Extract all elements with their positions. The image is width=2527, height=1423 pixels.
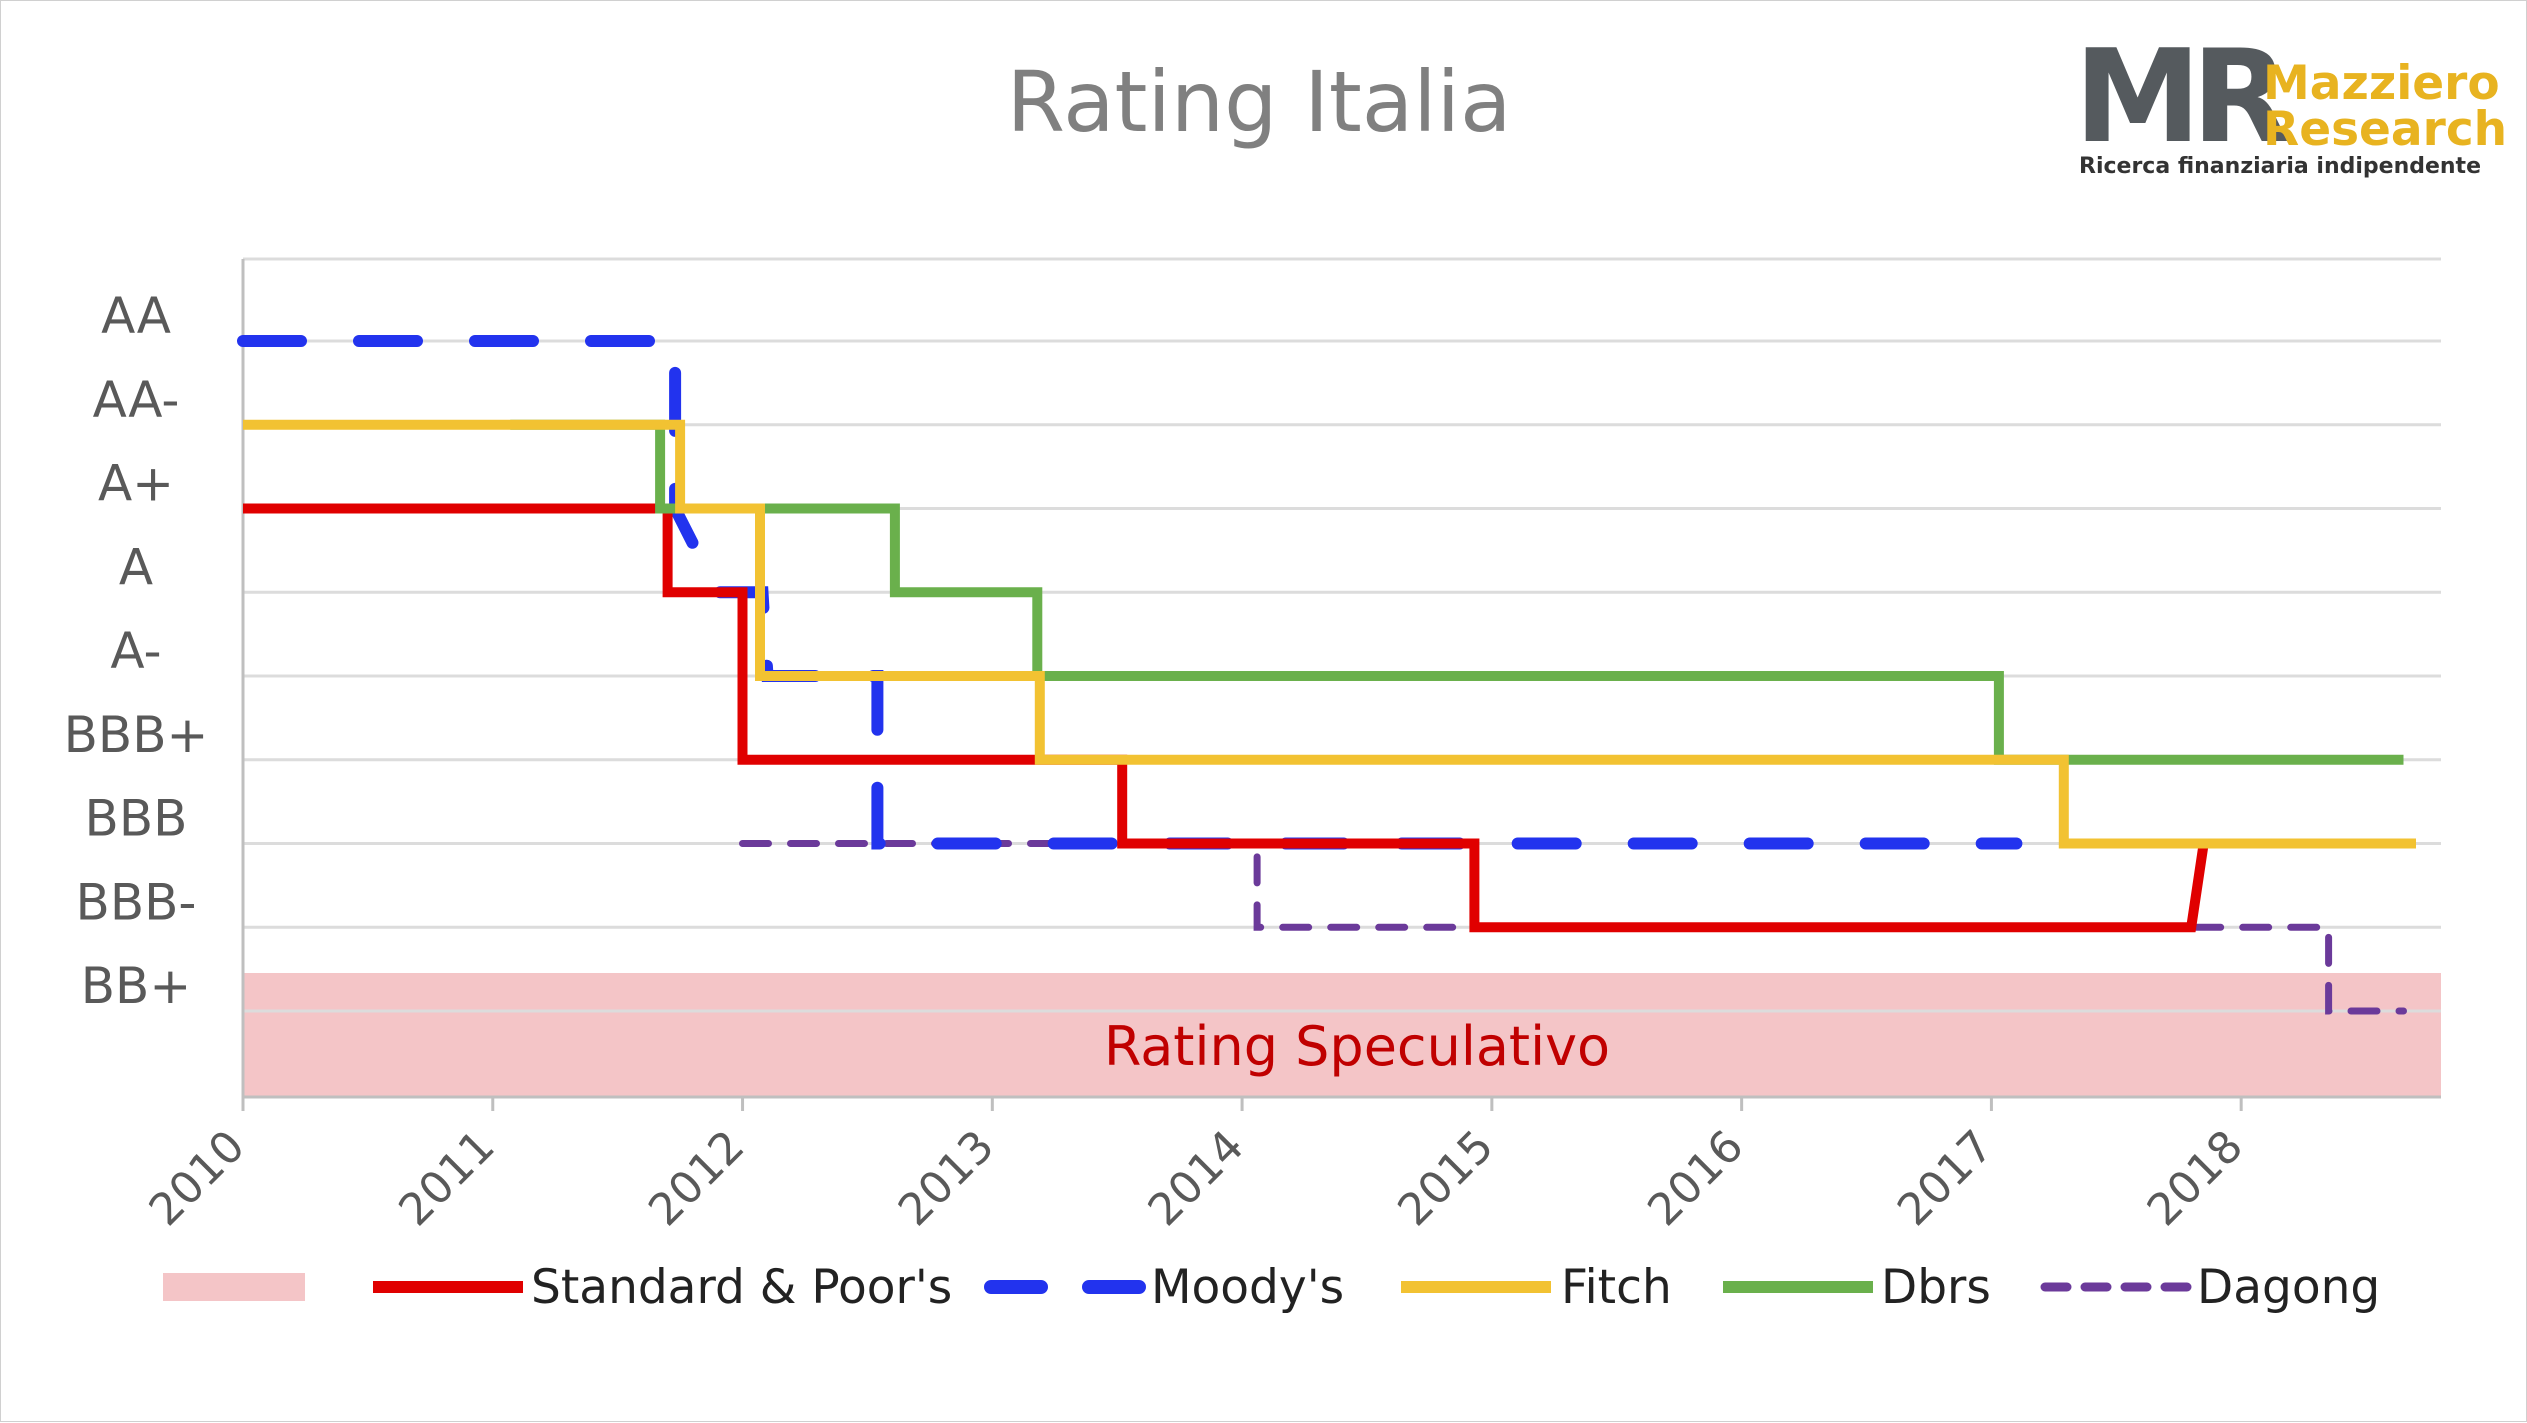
legend-label-dbrs: Dbrs	[1881, 1260, 1991, 1315]
logo-name-line2: Research	[2263, 102, 2507, 157]
legend: Standard & Poor's Moody's Fitch Dbrs Dagong	[163, 1260, 2380, 1315]
logo-tagline: Ricerca finanziaria indipendente	[2079, 154, 2481, 179]
y-tick-label: AA	[101, 287, 171, 345]
series-line-dbrs	[510, 419, 2404, 765]
series-line-fitch	[243, 419, 2416, 849]
speculative-band-label: Rating Speculativo	[1104, 1015, 1610, 1078]
logo: MR Mazziero Research Ricerca finanziaria…	[2074, 23, 2507, 179]
series-lines	[237, 335, 2416, 1015]
legend-swatch-speculative	[163, 1273, 305, 1301]
x-tick-label: 2017	[1888, 1121, 2003, 1236]
y-tick-label: BBB	[85, 790, 188, 848]
x-tick-label: 2018	[2138, 1121, 2253, 1236]
x-tick-label: 2014	[1139, 1121, 1254, 1236]
legend-label-standard-poor-s: Standard & Poor's	[531, 1260, 952, 1315]
x-tick-labels: 2010 2011 2012 2013 2014 2015 2016 2017 2018	[140, 1121, 2253, 1236]
y-tick-label: A+	[98, 455, 174, 513]
logo-name-line1: Mazziero	[2263, 56, 2500, 111]
x-tick-label: 2016	[1638, 1121, 1753, 1236]
y-tick-label: A	[119, 538, 153, 596]
x-tick-label: 2011	[389, 1121, 504, 1236]
x-tick-label: 2015	[1388, 1121, 1503, 1236]
y-tick-label: BBB+	[64, 706, 209, 764]
gridlines	[243, 257, 2441, 1013]
speculative-band	[243, 973, 2441, 1097]
y-tick-label: BB+	[81, 957, 192, 1015]
y-tick-label: BBB-	[76, 873, 197, 931]
y-tick-label: AA-	[93, 371, 180, 429]
x-tick-label: 2013	[889, 1121, 1004, 1236]
y-tick-label: A-	[110, 622, 161, 680]
legend-label-fitch: Fitch	[1561, 1260, 1672, 1315]
chart-title: Rating Italia	[1007, 53, 1512, 151]
legend-label-moody-s: Moody's	[1151, 1260, 1344, 1315]
legend-label-dagong: Dagong	[2197, 1260, 2380, 1315]
axes	[241, 259, 2441, 1111]
x-tick-label: 2010	[140, 1121, 255, 1236]
series-line-standard-poor-s	[243, 503, 2242, 933]
x-tick-label: 2012	[639, 1121, 754, 1236]
logo-mark: MR	[2074, 23, 2287, 172]
